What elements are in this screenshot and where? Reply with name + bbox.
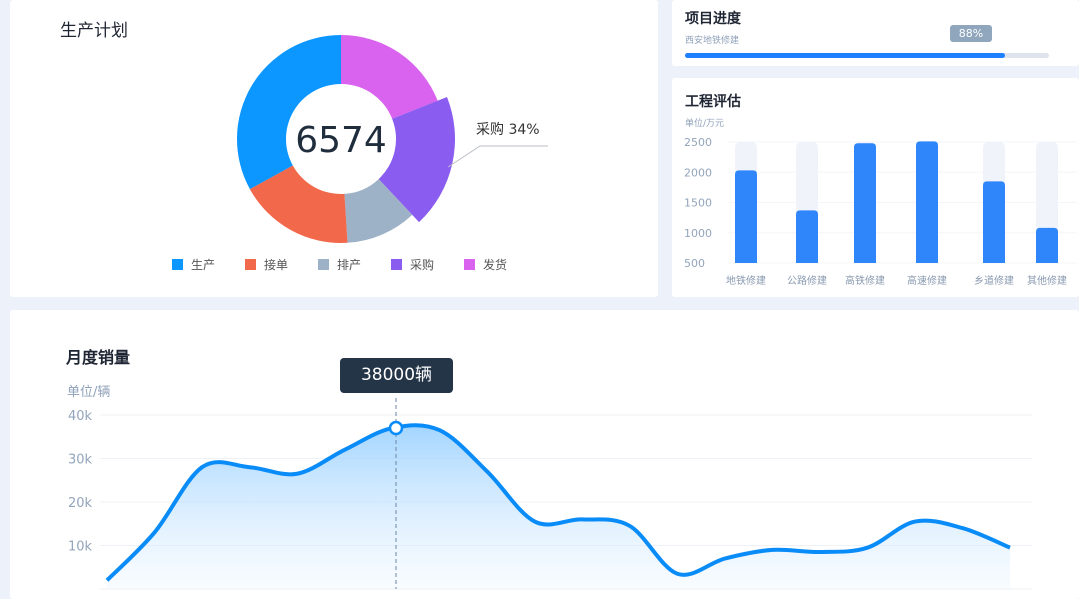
y-tick-label: 30k xyxy=(68,453,93,468)
progress-track xyxy=(685,53,1049,58)
legend-label: 发货 xyxy=(483,257,507,272)
card-title: 生产计划 xyxy=(60,21,128,41)
progress-subtitle: 西安地铁修建 xyxy=(685,36,740,46)
bar-chart: 2500 2000 1500 1000 500 地铁修建 公路修建 高铁修建 高速修建 乡道修建其… xyxy=(684,136,1077,287)
donut-slice xyxy=(249,165,348,243)
engineering-eval-card: 工程评估 单位/万元 2500 2000 1500 1000 500 地铁修建 公路修建 高铁… xyxy=(672,78,1079,297)
center-value: 6574 xyxy=(295,120,387,161)
bar xyxy=(916,141,938,263)
x-tick-label: 其他修建 xyxy=(1027,274,1067,287)
bar xyxy=(735,170,757,263)
bar xyxy=(854,143,876,263)
donut-slice xyxy=(237,35,341,190)
x-tick-label: 乡道修建 xyxy=(974,274,1014,287)
callout-line xyxy=(447,145,548,168)
unit-label: 单位/辆 xyxy=(67,385,111,400)
legend-swatch xyxy=(464,259,475,270)
y-tick-label: 20k xyxy=(68,496,93,511)
progress-badge: 88% xyxy=(950,25,992,42)
area-fill xyxy=(107,425,1010,589)
y-tick-label: 500 xyxy=(684,257,705,270)
donut-slice xyxy=(344,179,413,243)
legend-swatch xyxy=(318,259,329,270)
progress-fill xyxy=(685,53,1006,58)
x-tick-label: 高速修建 xyxy=(907,274,947,287)
card-title: 项目进度 xyxy=(685,11,741,27)
unit-label: 单位/万元 xyxy=(685,119,725,129)
x-tick-label: 高铁修建 xyxy=(845,274,885,287)
legend-label: 排产 xyxy=(337,258,361,272)
donut-slice xyxy=(378,97,455,223)
callout-label: 采购 34% xyxy=(476,122,540,138)
bar xyxy=(796,210,818,263)
legend-label: 生产 xyxy=(191,258,215,272)
bar xyxy=(1036,227,1058,263)
tooltip: 38000辆 xyxy=(340,358,453,393)
y-tick-label: 2500 xyxy=(684,136,712,149)
card-title: 月度销量 xyxy=(66,348,131,367)
bar xyxy=(983,181,1005,263)
y-tick-label: 2000 xyxy=(684,166,712,179)
donut-slice xyxy=(341,35,438,119)
area-chart: 40k 30k 20k 10k xyxy=(68,398,1032,590)
card-title: 工程评估 xyxy=(685,94,741,110)
y-tick-label: 10k xyxy=(68,540,93,555)
project-progress-card: 项目进度 西安地铁修建 88% xyxy=(672,0,1079,66)
highlight-point xyxy=(388,420,404,436)
donut-chart: 6574 采购 34% 生产 接单 排产 采购 发货 xyxy=(172,35,548,272)
series-line xyxy=(105,423,1011,582)
monthly-sales-card: 月度销量 单位/辆 40k 30k 20k 10k 38000辆 xyxy=(10,310,1079,599)
legend-label: 采购 xyxy=(410,257,434,272)
x-tick-label: 地铁修建 xyxy=(726,274,766,287)
legend-swatch xyxy=(172,259,183,270)
legend-swatch xyxy=(245,259,256,270)
y-tick-label: 1000 xyxy=(684,227,712,240)
legend-swatch xyxy=(391,259,402,270)
x-tick-label: 公路修建 xyxy=(787,274,827,287)
production-plan-card: 生产计划 6574 采购 34% 生产 接单 排产 采购 发货 xyxy=(10,0,658,297)
y-tick-label: 40k xyxy=(68,409,93,424)
legend-label: 接单 xyxy=(264,257,288,272)
y-tick-label: 1500 xyxy=(684,197,712,210)
